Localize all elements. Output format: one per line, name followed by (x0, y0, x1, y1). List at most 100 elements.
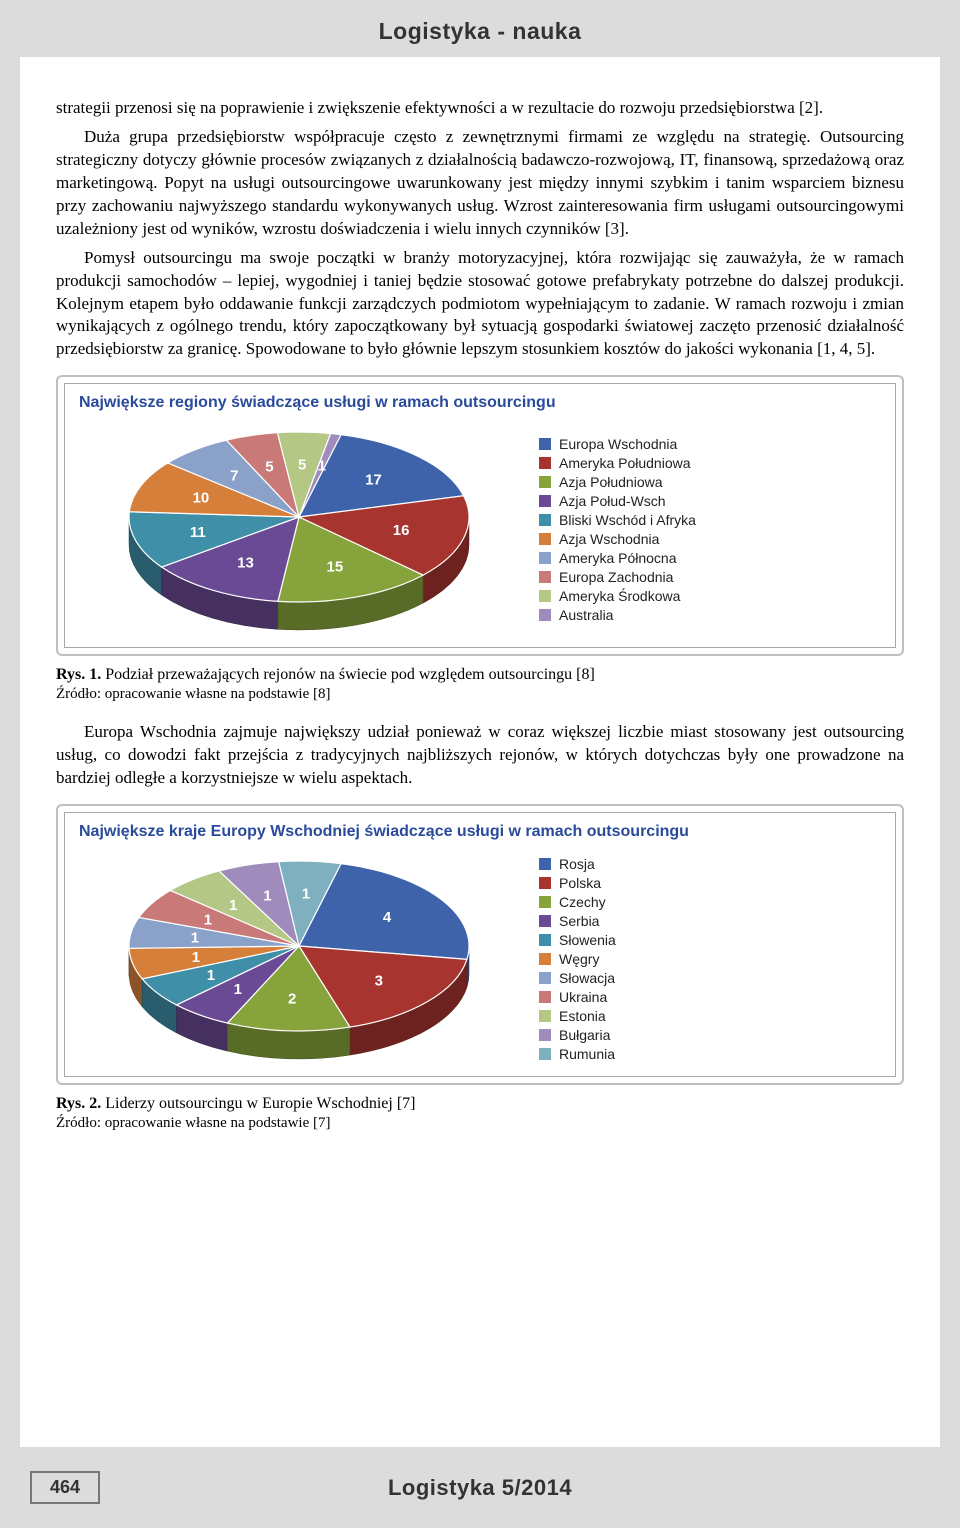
footer-journal: Logistyka 5/2014 (30, 1475, 930, 1501)
legend-label: Australia (559, 607, 613, 623)
legend-swatch (539, 514, 551, 526)
legend-label: Azja Wschodnia (559, 531, 659, 547)
paragraph-1: strategii przenosi się na poprawienie i … (56, 97, 904, 120)
legend-item: Estonia (539, 1008, 881, 1024)
svg-text:4: 4 (383, 909, 392, 926)
legend-swatch (539, 896, 551, 908)
svg-text:16: 16 (393, 522, 410, 539)
figure-1-caption-text: Podział przeważających rejonów na świeci… (101, 666, 595, 683)
chart-1-body: 1716151311107551 Europa WschodniaAmeryka… (79, 422, 881, 637)
chart-1-frame: Największe regiony świadczące usługi w r… (56, 375, 904, 656)
svg-text:15: 15 (326, 559, 343, 576)
legend-swatch (539, 877, 551, 889)
paragraph-2: Duża grupa przedsiębiorstw współpracuje … (56, 126, 904, 241)
svg-text:1: 1 (192, 949, 200, 966)
legend-label: Ameryka Środkowa (559, 588, 680, 604)
svg-text:1: 1 (234, 981, 242, 998)
legend-item: Azja Południowa (539, 474, 881, 490)
chart-2-title: Największe kraje Europy Wschodniej świad… (79, 823, 881, 841)
legend-item: Czechy (539, 894, 881, 910)
legend-item: Bliski Wschód i Afryka (539, 512, 881, 528)
legend-label: Czechy (559, 894, 606, 910)
legend-label: Rumunia (559, 1046, 615, 1062)
paragraph-3: Pomysł outsourcingu ma swoje początki w … (56, 247, 904, 362)
legend-swatch (539, 1029, 551, 1041)
legend-swatch (539, 915, 551, 927)
figure-2-source: Źródło: opracowanie własne na podstawie … (56, 1115, 904, 1132)
svg-text:13: 13 (237, 555, 254, 572)
svg-text:17: 17 (365, 472, 382, 489)
figure-2-caption-bold: Rys. 2. (56, 1095, 101, 1112)
legend-swatch (539, 457, 551, 469)
legend-swatch (539, 533, 551, 545)
legend-swatch (539, 438, 551, 450)
legend-swatch (539, 1048, 551, 1060)
legend-item: Ameryka Północna (539, 550, 881, 566)
legend-item: Słowenia (539, 932, 881, 948)
legend-label: Słowenia (559, 932, 616, 948)
svg-text:2: 2 (288, 991, 296, 1008)
chart-1-inner: Największe regiony świadczące usługi w r… (64, 383, 896, 648)
legend-item: Ukraina (539, 989, 881, 1005)
legend-item: Australia (539, 607, 881, 623)
header-title: Logistyka - nauka (0, 0, 960, 53)
svg-text:1: 1 (204, 912, 212, 929)
chart-1-pie: 1716151311107551 (79, 422, 519, 637)
legend-label: Europa Wschodnia (559, 436, 677, 452)
legend-label: Bliski Wschód i Afryka (559, 512, 696, 528)
legend-swatch (539, 991, 551, 1003)
legend-label: Europa Zachodnia (559, 569, 673, 585)
figure-1-source: Źródło: opracowanie własne na podstawie … (56, 686, 904, 703)
svg-text:1: 1 (207, 967, 215, 984)
legend-swatch (539, 495, 551, 507)
chart-2-body: 43211111111 RosjaPolskaCzechySerbiaSłowe… (79, 851, 881, 1066)
svg-text:1: 1 (263, 888, 271, 905)
svg-text:7: 7 (230, 468, 238, 485)
svg-text:5: 5 (265, 459, 273, 476)
legend-label: Ukraina (559, 989, 607, 1005)
legend-item: Europa Zachodnia (539, 569, 881, 585)
legend-item: Europa Wschodnia (539, 436, 881, 452)
legend-item: Ameryka Południowa (539, 455, 881, 471)
legend-label: Węgry (559, 951, 599, 967)
legend-swatch (539, 934, 551, 946)
figure-2-caption-text: Liderzy outsourcingu w Europie Wschodnie… (101, 1095, 415, 1112)
legend-item: Azja Połud-Wsch (539, 493, 881, 509)
legend-swatch (539, 1010, 551, 1022)
legend-label: Bułgaria (559, 1027, 610, 1043)
legend-swatch (539, 590, 551, 602)
footer: 464 Logistyka 5/2014 (0, 1447, 960, 1528)
figure-2-caption: Rys. 2. Liderzy outsourcingu w Europie W… (56, 1095, 904, 1113)
svg-text:1: 1 (191, 930, 199, 947)
chart-2-legend: RosjaPolskaCzechySerbiaSłoweniaWęgrySłow… (539, 853, 881, 1065)
svg-text:1: 1 (302, 886, 310, 903)
legend-swatch (539, 953, 551, 965)
paragraph-2-text: Duża grupa przedsiębiorstw współpracuje … (56, 127, 904, 238)
svg-text:3: 3 (375, 973, 383, 990)
legend-item: Polska (539, 875, 881, 891)
paragraph-4-text: Europa Wschodnia zajmuje największy udzi… (56, 722, 904, 787)
paragraph-3-text: Pomysł outsourcingu ma swoje początki w … (56, 248, 904, 359)
legend-item: Węgry (539, 951, 881, 967)
figure-1-caption: Rys. 1. Podział przeważających rejonów n… (56, 666, 904, 684)
legend-item: Rosja (539, 856, 881, 872)
svg-text:5: 5 (298, 457, 306, 474)
legend-label: Estonia (559, 1008, 606, 1024)
legend-item: Słowacja (539, 970, 881, 986)
legend-swatch (539, 609, 551, 621)
chart-2-pie: 43211111111 (79, 851, 519, 1066)
legend-label: Polska (559, 875, 601, 891)
chart-1-title: Największe regiony świadczące usługi w r… (79, 394, 881, 412)
legend-item: Azja Wschodnia (539, 531, 881, 547)
legend-item: Ameryka Środkowa (539, 588, 881, 604)
legend-swatch (539, 476, 551, 488)
legend-label: Azja Południowa (559, 474, 663, 490)
chart-2-inner: Największe kraje Europy Wschodniej świad… (64, 812, 896, 1077)
legend-label: Ameryka Północna (559, 550, 677, 566)
svg-text:11: 11 (190, 524, 206, 541)
legend-swatch (539, 972, 551, 984)
legend-swatch (539, 571, 551, 583)
page-content: strategii przenosi się na poprawienie i … (20, 57, 940, 1447)
legend-item: Rumunia (539, 1046, 881, 1062)
svg-text:1: 1 (318, 458, 326, 475)
